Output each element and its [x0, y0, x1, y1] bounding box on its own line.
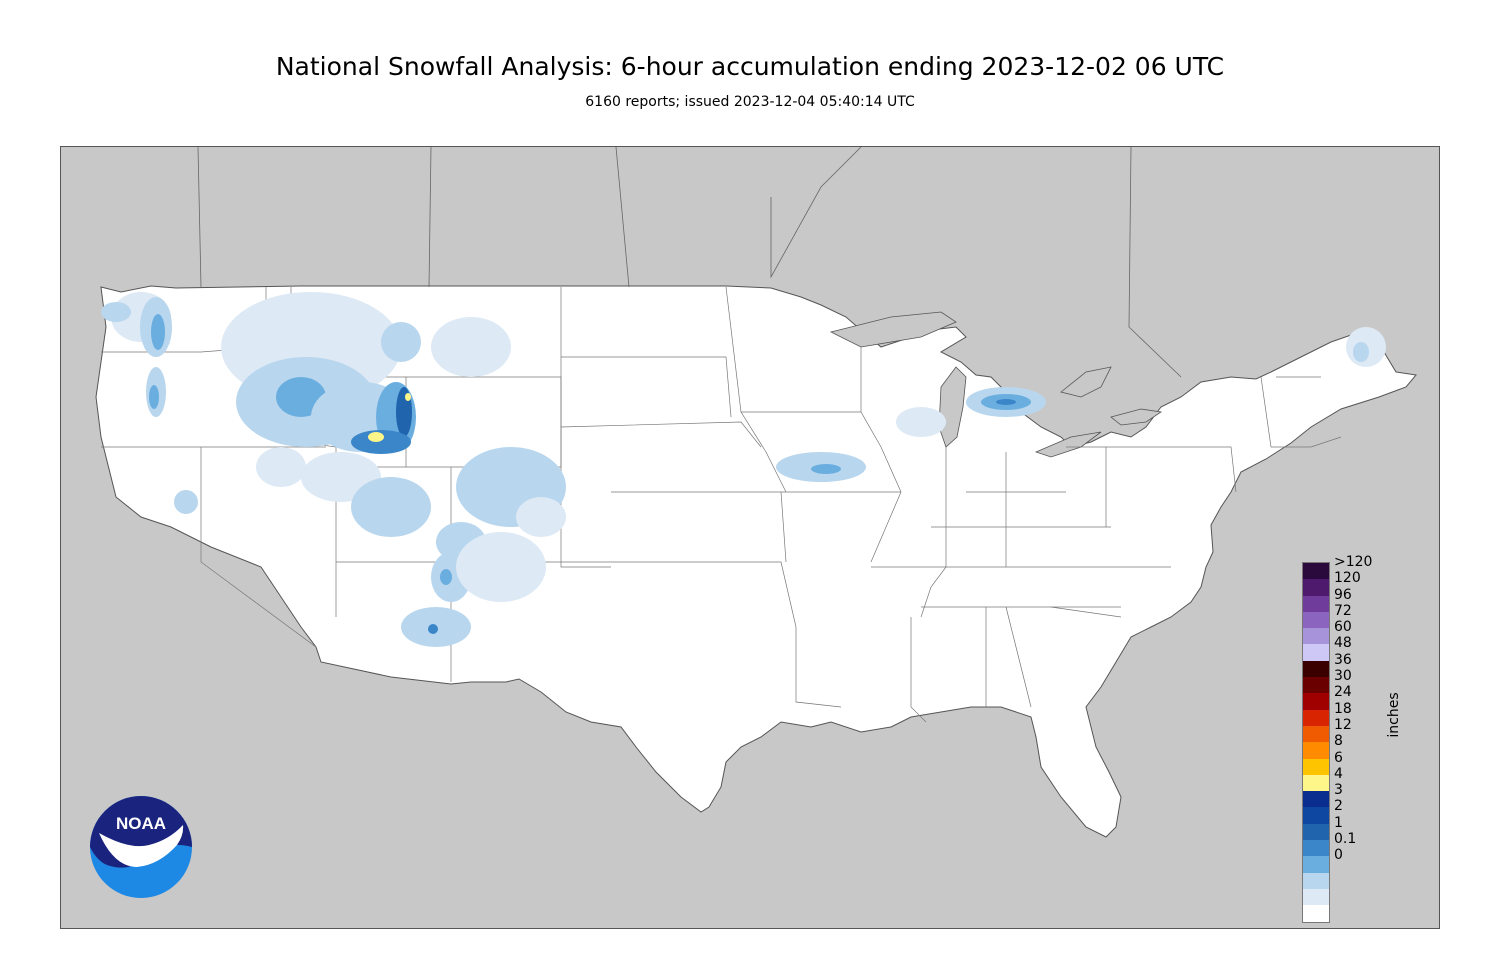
legend-swatch — [1303, 807, 1329, 824]
legend-swatch — [1303, 905, 1329, 922]
snowfall-shading — [101, 292, 1386, 647]
legend-swatch — [1303, 823, 1329, 841]
legend-swatch — [1303, 709, 1329, 726]
us-land — [95, 285, 1417, 838]
legend-swatch — [1303, 840, 1329, 857]
legend-label: 36 — [1334, 651, 1352, 668]
legend-label: 30 — [1334, 668, 1352, 685]
legend-swatch — [1303, 628, 1329, 645]
legend-swatch — [1303, 758, 1329, 775]
legend-swatch — [1303, 774, 1329, 792]
legend-label: 24 — [1334, 684, 1352, 701]
legend-label: 60 — [1334, 619, 1352, 636]
legend-label: 6 — [1334, 749, 1343, 766]
legend-label: 0 — [1334, 847, 1343, 864]
legend-label: 8 — [1334, 733, 1343, 750]
legend-swatch — [1303, 888, 1329, 906]
legend-swatch — [1303, 742, 1329, 759]
legend-label: 2 — [1334, 798, 1343, 815]
legend-swatch — [1303, 677, 1329, 694]
legend-label: 0.1 — [1334, 831, 1357, 848]
noaa-logo: NOAA — [90, 796, 192, 898]
legend-swatch — [1303, 872, 1329, 889]
legend-labels: >120 120 96 72 60 48 36 30 24 18 12 8 6 4 3 2 1 0.1 0 — [1334, 554, 1394, 864]
legend-label: 96 — [1334, 586, 1352, 603]
legend-label: 12 — [1334, 716, 1352, 733]
legend-label: 120 — [1334, 570, 1361, 587]
legend-swatch — [1303, 644, 1329, 661]
legend-swatch — [1303, 595, 1329, 612]
legend-label: >120 — [1334, 554, 1373, 570]
legend-label: 4 — [1334, 765, 1343, 782]
legend-label: 1 — [1334, 814, 1343, 831]
legend-swatch — [1303, 791, 1329, 808]
legend-label: 72 — [1334, 602, 1352, 619]
map-svg — [95, 147, 1417, 838]
map-title: National Snowfall Analysis: 6-hour accum… — [275, 52, 1225, 81]
legend-swatch — [1303, 856, 1329, 873]
legend-label: 48 — [1334, 635, 1352, 652]
color-legend — [1302, 562, 1330, 923]
legend-swatch — [1303, 725, 1329, 743]
legend-swatch — [1303, 611, 1329, 629]
legend-label: 18 — [1334, 700, 1352, 717]
map-subtitle: 6160 reports; issued 2023-12-04 05:40:14… — [585, 94, 915, 110]
legend-swatch — [1303, 563, 1329, 580]
legend-swatch — [1303, 660, 1329, 678]
legend-label: 3 — [1334, 782, 1343, 799]
legend-swatch — [1303, 693, 1329, 710]
snowfall-map — [60, 146, 1440, 929]
legend-swatch — [1303, 579, 1329, 596]
legend-units: inches — [1386, 692, 1402, 738]
noaa-logo-text: NOAA — [116, 814, 166, 833]
